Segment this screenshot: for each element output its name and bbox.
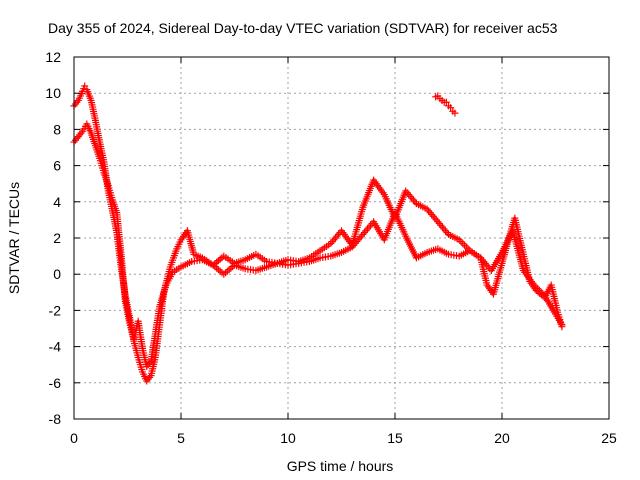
y-tick-label: -2 bbox=[49, 302, 62, 318]
data-point bbox=[455, 248, 472, 260]
x-tick-label: 25 bbox=[601, 430, 617, 446]
data-point bbox=[402, 187, 419, 206]
data-point bbox=[151, 305, 163, 338]
data-point bbox=[231, 261, 247, 272]
data-point bbox=[220, 252, 236, 266]
data-point bbox=[263, 260, 279, 271]
data-point bbox=[91, 142, 103, 160]
data-point bbox=[423, 246, 440, 256]
data-point bbox=[147, 332, 159, 365]
data-point bbox=[252, 264, 268, 275]
data-point bbox=[391, 209, 409, 238]
data-point bbox=[412, 250, 429, 262]
data-point bbox=[445, 230, 461, 243]
data-point bbox=[434, 245, 450, 257]
data-point bbox=[83, 86, 94, 102]
x-tick-label: 20 bbox=[494, 430, 510, 446]
data-point bbox=[412, 200, 429, 212]
data-point bbox=[530, 281, 547, 298]
data-point bbox=[166, 247, 180, 271]
y-tick-label: -6 bbox=[49, 375, 62, 391]
series-3 bbox=[432, 92, 459, 117]
data-point bbox=[81, 82, 89, 90]
data-point bbox=[316, 241, 333, 255]
data-point bbox=[168, 264, 183, 276]
data-point bbox=[442, 98, 450, 106]
y-tick-label: 4 bbox=[53, 194, 61, 210]
y-axis-label: SDTVAR / TECUs bbox=[6, 182, 22, 294]
y-tick-label: 12 bbox=[45, 49, 61, 65]
chart-title: Day 355 of 2024, Sidereal Day-to-day VTE… bbox=[48, 20, 558, 36]
data-point bbox=[558, 321, 566, 329]
data-point bbox=[220, 263, 237, 278]
x-axis-label: GPS time / hours bbox=[287, 458, 394, 474]
data-point bbox=[91, 116, 103, 144]
data-point bbox=[143, 373, 154, 385]
data-point bbox=[130, 337, 142, 359]
data-point bbox=[316, 253, 332, 262]
data-point bbox=[455, 236, 472, 253]
y-tick-label: -4 bbox=[49, 339, 62, 355]
data-point bbox=[487, 250, 505, 275]
y-axis-ticks: -8 -6 -4 -2 0 2 4 6 8 10 12 bbox=[45, 49, 609, 427]
x-tick-label: 10 bbox=[280, 430, 296, 446]
data-point bbox=[173, 238, 184, 253]
data-point bbox=[183, 227, 197, 256]
data-point bbox=[113, 209, 125, 256]
data-point bbox=[489, 262, 505, 298]
data-point bbox=[402, 232, 419, 260]
data-point bbox=[117, 250, 129, 303]
data-point bbox=[134, 317, 146, 350]
data-point bbox=[241, 265, 257, 274]
data-point bbox=[519, 267, 537, 287]
data-point bbox=[305, 255, 322, 266]
y-tick-label: 0 bbox=[53, 266, 61, 282]
data-point bbox=[252, 250, 268, 264]
series-2 bbox=[70, 120, 566, 371]
data-point bbox=[87, 129, 99, 148]
y-tick-label: -8 bbox=[49, 411, 62, 427]
data-point bbox=[380, 211, 398, 244]
data-point bbox=[177, 259, 194, 271]
data-point bbox=[156, 283, 169, 311]
data-point bbox=[96, 154, 107, 174]
data-point bbox=[348, 232, 365, 251]
data-point bbox=[451, 109, 459, 117]
x-tick-label: 15 bbox=[387, 430, 403, 446]
x-tick-label: 5 bbox=[177, 430, 185, 446]
y-tick-label: 6 bbox=[53, 158, 61, 174]
data-point bbox=[198, 256, 215, 268]
data-point bbox=[370, 176, 387, 197]
y-tick-label: 10 bbox=[45, 85, 61, 101]
x-tick-label: 0 bbox=[70, 430, 78, 446]
data-point bbox=[338, 244, 354, 256]
data-point bbox=[74, 129, 85, 141]
y-tick-label: 2 bbox=[53, 230, 61, 246]
data-point bbox=[434, 218, 451, 237]
data-point bbox=[327, 229, 344, 247]
data-point bbox=[83, 120, 94, 135]
data-point bbox=[447, 104, 455, 112]
data-point bbox=[147, 356, 159, 380]
x-axis-ticks: 0 5 10 15 20 25 bbox=[70, 57, 617, 446]
y-tick-label: 8 bbox=[53, 121, 61, 137]
data-point bbox=[338, 227, 355, 247]
series-1 bbox=[70, 82, 566, 385]
data-point bbox=[295, 258, 311, 267]
data-point bbox=[423, 205, 440, 224]
data-point bbox=[87, 96, 99, 122]
data-point bbox=[541, 292, 558, 316]
data-points bbox=[70, 82, 566, 385]
data-point bbox=[359, 220, 376, 238]
data-point bbox=[241, 251, 258, 264]
data-point bbox=[509, 227, 527, 272]
data-point bbox=[162, 271, 175, 289]
data-point bbox=[273, 259, 289, 269]
data-point bbox=[104, 182, 116, 202]
